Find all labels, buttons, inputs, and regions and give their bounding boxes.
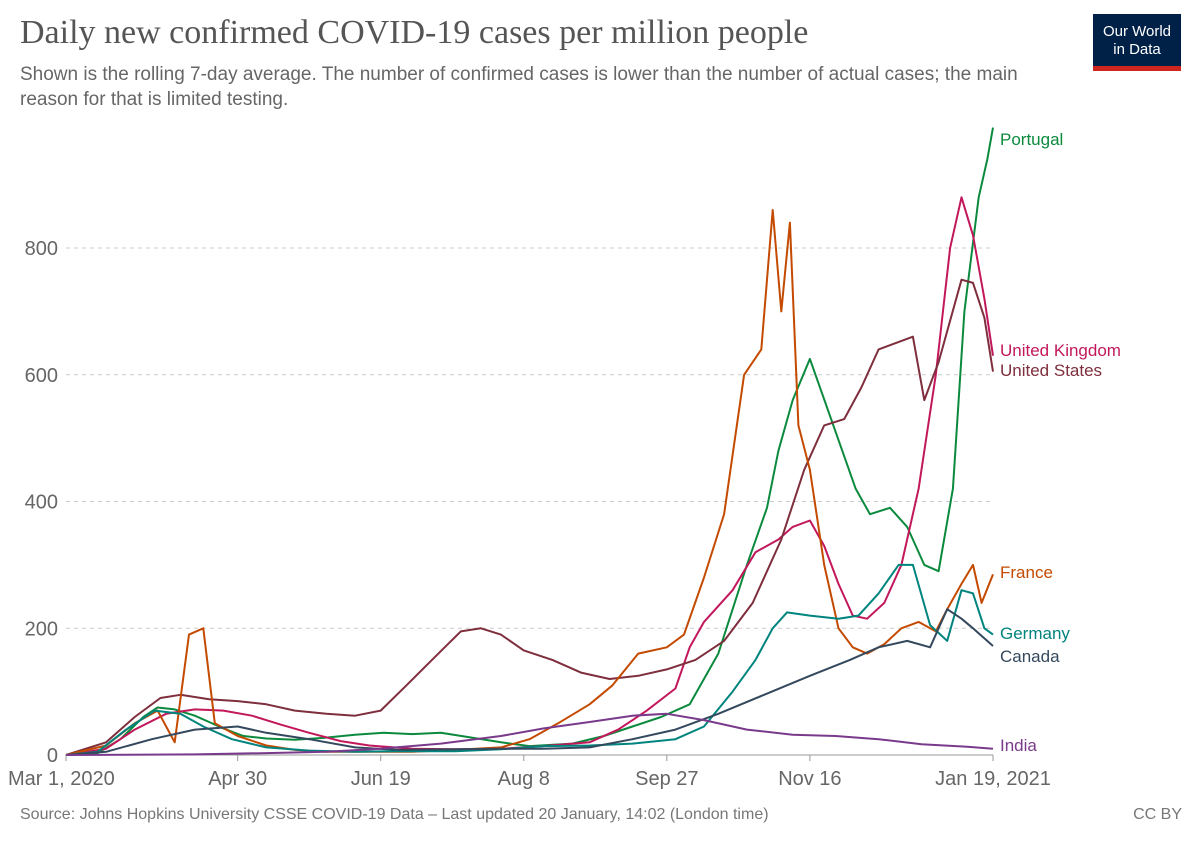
series-line-india[interactable] — [65, 712, 994, 756]
series-label-united-kingdom[interactable]: United Kingdom — [1000, 341, 1121, 360]
logo-line-1: Our World — [1102, 23, 1172, 40]
series-label-france[interactable]: France — [1000, 563, 1053, 582]
line-chart: 0 200 400 600 800 Mar 1, 2020 Apr 30 Jun 19 Aug… — [8, 127, 1121, 790]
series-layer — [65, 127, 994, 756]
logo-line-2: in Data — [1113, 41, 1161, 58]
series-label-india[interactable]: India — [1000, 736, 1037, 755]
chart-subtitle: Shown is the rolling 7-day average. The … — [20, 64, 1018, 110]
x-tick-label-0: Mar 1, 2020 — [8, 768, 115, 790]
logo-accent-bar — [1093, 66, 1181, 71]
source-note: Source: Johns Hopkins University CSSE CO… — [20, 806, 769, 823]
license-link[interactable]: CC BY — [1133, 806, 1182, 823]
y-tick-label-400: 400 — [25, 492, 58, 514]
x-tick-label-4: Sep 27 — [635, 768, 698, 790]
y-tick-label-200: 200 — [25, 618, 58, 640]
grid-layer: 0 200 400 600 800 — [25, 238, 993, 767]
series-line-portugal[interactable] — [65, 127, 994, 756]
series-label-canada[interactable]: Canada — [1000, 647, 1060, 666]
x-tick-label-1: Apr 30 — [208, 768, 267, 790]
owid-logo[interactable]: Our World in Data — [1093, 14, 1181, 71]
series-line-canada[interactable] — [65, 608, 994, 756]
x-tick-label-5: Nov 16 — [778, 768, 841, 790]
series-line-united-kingdom[interactable] — [65, 196, 994, 756]
y-tick-label-800: 800 — [25, 238, 58, 260]
y-tick-label-600: 600 — [25, 365, 58, 387]
x-tick-label-6: Jan 19, 2021 — [935, 768, 1051, 790]
x-tick-label-2: Jun 19 — [351, 768, 411, 790]
series-label-germany[interactable]: Germany — [1000, 624, 1070, 643]
chart-title: Daily new confirmed COVID-19 cases per m… — [20, 14, 809, 51]
series-label-portugal[interactable]: Portugal — [1000, 130, 1063, 149]
series-label-united-states[interactable]: United States — [1000, 361, 1102, 380]
series-line-united-states[interactable] — [65, 278, 994, 756]
x-axis: Mar 1, 2020 Apr 30 Jun 19 Aug 8 Sep 27 Nov 16… — [8, 754, 1051, 790]
series-line-germany[interactable] — [65, 563, 994, 756]
x-tick-label-3: Aug 8 — [498, 768, 550, 790]
y-tick-label-0: 0 — [47, 745, 58, 767]
